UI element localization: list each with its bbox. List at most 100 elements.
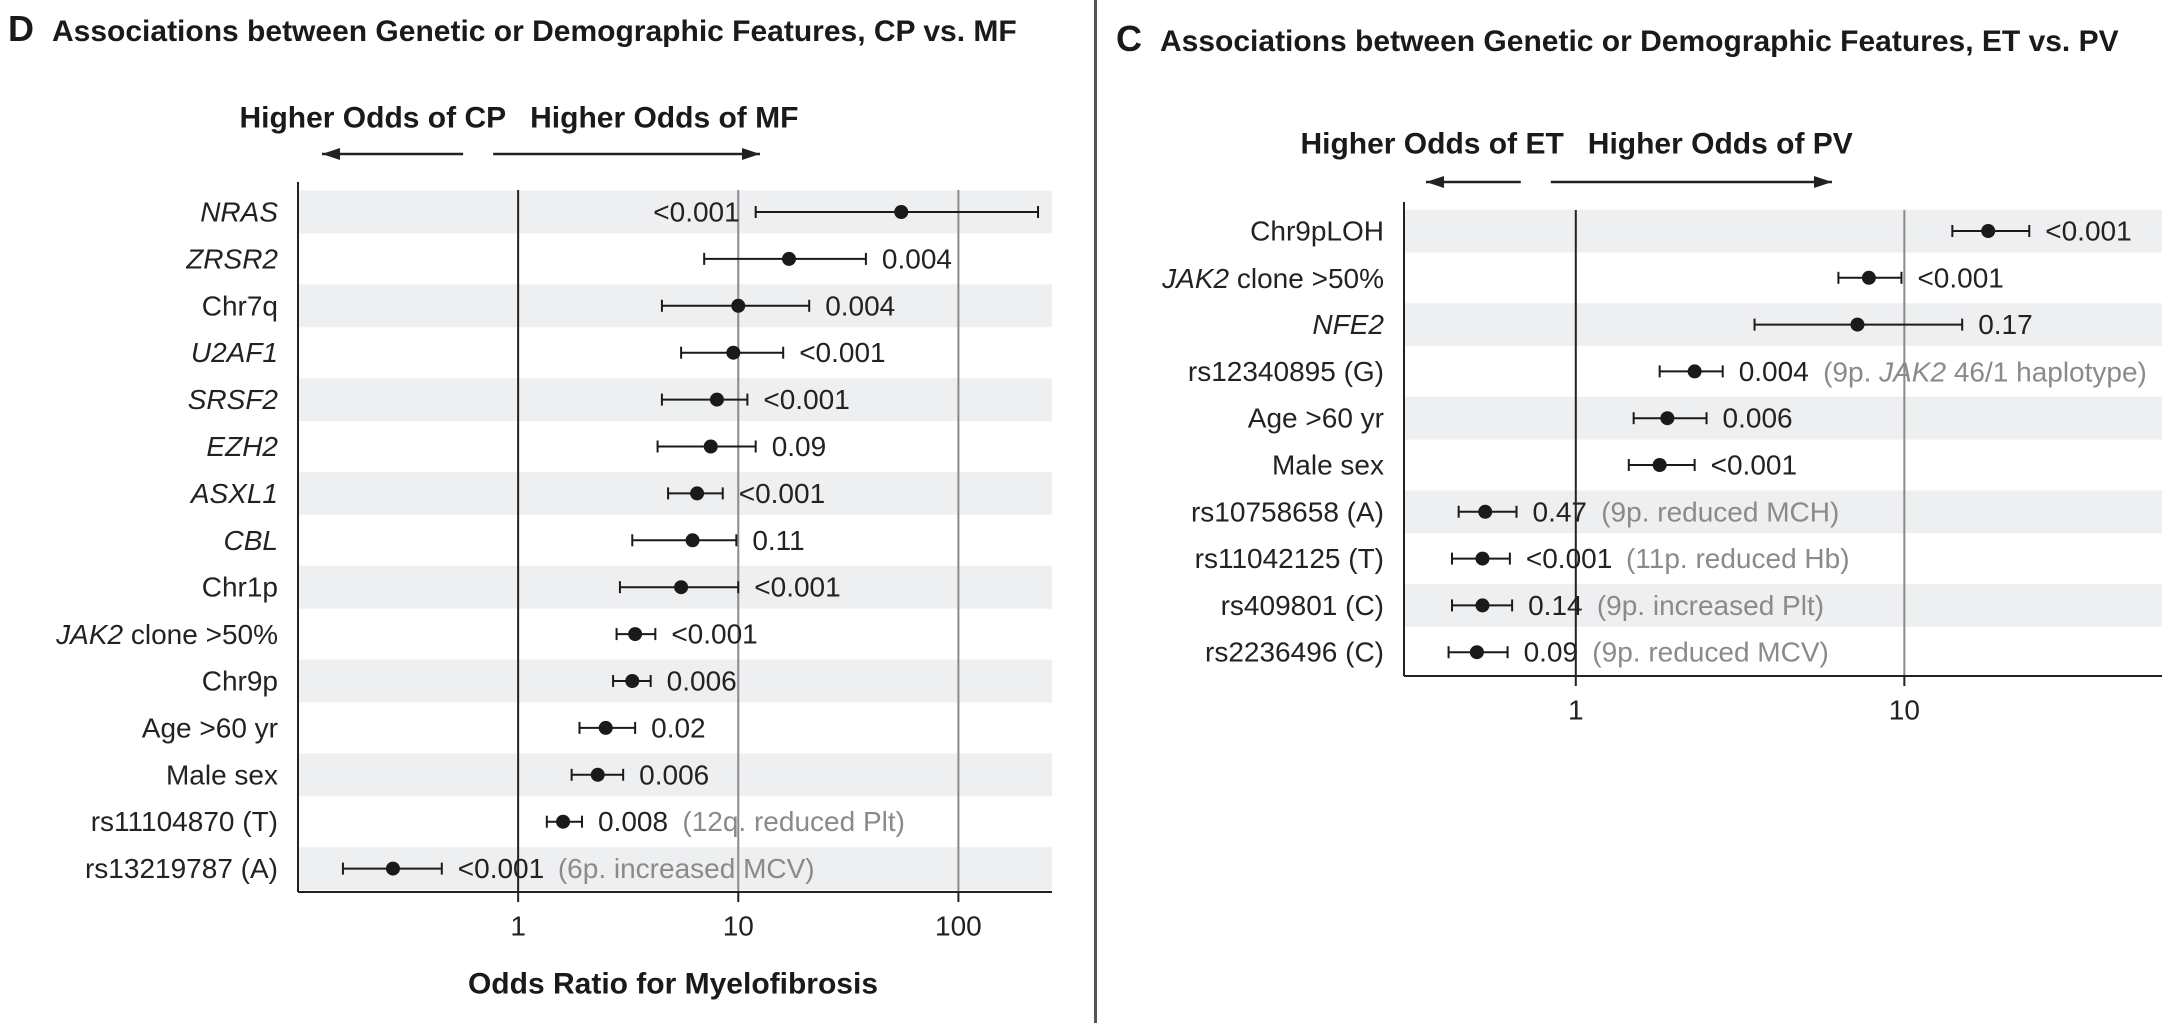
estimate-point xyxy=(556,814,571,829)
row-label: rs11104870 (T) xyxy=(91,806,278,837)
estimate-point xyxy=(1981,224,1996,238)
row-band xyxy=(1404,209,2162,253)
row-label: Chr9p xyxy=(202,666,278,697)
row-label: Chr1p xyxy=(202,572,278,603)
x-axis-title: Odds Ratio for Myelofibrosis xyxy=(468,968,878,1001)
row-note: (11p. reduced Hb) xyxy=(1626,543,1850,574)
estimate-point xyxy=(726,345,741,360)
row-label: SRSF2 xyxy=(188,384,279,415)
panel-d-letter: D xyxy=(8,8,34,49)
p-value: <0.001 xyxy=(653,197,739,228)
estimate-point xyxy=(598,720,613,735)
x-tick-label: 10 xyxy=(1889,695,1920,726)
estimate-point xyxy=(590,767,605,782)
estimate-point xyxy=(674,580,689,595)
row-label: Chr7q xyxy=(202,290,278,321)
row-label: NFE2 xyxy=(1312,309,1384,340)
row-label: rs12340895 (G) xyxy=(1188,356,1384,387)
row-label: ZRSR2 xyxy=(185,243,278,274)
row-note: (9p. JAK2 46/1 haplotype) xyxy=(1823,356,2147,387)
panel-d-title: D Associations between Genetic or Demogra… xyxy=(8,8,1017,50)
row-label: JAK2 clone >50% xyxy=(55,619,278,650)
row-label: Age >60 yr xyxy=(1248,403,1384,434)
row-label: JAK2 clone >50% xyxy=(1161,262,1384,293)
p-value: <0.001 xyxy=(458,853,544,884)
p-value: 0.47 xyxy=(1533,496,1588,527)
p-value: <0.001 xyxy=(1917,262,2003,293)
x-tick-label: 100 xyxy=(935,911,982,942)
row-note: (9p. reduced MCV) xyxy=(1592,637,1829,668)
row-band xyxy=(298,659,1052,703)
estimate-point xyxy=(1652,458,1667,472)
estimate-point xyxy=(625,674,640,688)
estimate-point xyxy=(628,627,643,642)
row-note: (6p. increased MCV) xyxy=(558,853,815,884)
p-value: 0.09 xyxy=(772,431,827,462)
row-label: U2AF1 xyxy=(191,337,278,368)
panel-d-title-text: Associations between Genetic or Demograp… xyxy=(52,15,1017,48)
right-odds-heading: Higher Odds of MF xyxy=(530,102,798,135)
row-note: (12q. reduced Plt) xyxy=(682,806,905,837)
estimate-point xyxy=(709,392,724,407)
row-label: rs409801 (C) xyxy=(1221,590,1384,621)
panel-divider xyxy=(1094,0,1097,1023)
estimate-point xyxy=(1478,504,1493,519)
estimate-point xyxy=(1850,317,1865,332)
row-note: (9p. reduced MCH) xyxy=(1601,496,1839,527)
p-value: <0.001 xyxy=(2045,216,2131,247)
row-label: rs2236496 (C) xyxy=(1205,637,1384,668)
row-label: Age >60 yr xyxy=(142,712,278,743)
row-band xyxy=(298,753,1052,797)
row-band xyxy=(1404,396,2162,440)
estimate-point xyxy=(385,861,400,876)
forest-plot-cp-vs-mf: 1 10 100 NRAS <0.001 ZRSR2 0.004 Chr7q 0.004 U2AF… xyxy=(55,102,1052,1001)
p-value: 0.006 xyxy=(639,759,709,790)
p-value: <0.001 xyxy=(739,478,825,509)
right-arrow-head xyxy=(742,148,760,160)
estimate-point xyxy=(703,439,718,454)
x-tick-label: 10 xyxy=(723,911,754,942)
right-odds-heading: Higher Odds of PV xyxy=(1588,128,1853,161)
row-label: Male sex xyxy=(1272,450,1384,481)
estimate-point xyxy=(1660,411,1675,426)
x-tick-label: 1 xyxy=(510,911,526,942)
estimate-point xyxy=(781,251,796,266)
p-value: <0.001 xyxy=(671,619,757,650)
row-label: NRAS xyxy=(200,197,278,228)
left-arrow-head xyxy=(322,148,340,160)
p-value: 0.006 xyxy=(667,666,737,697)
row-label: rs13219787 (A) xyxy=(85,853,278,884)
row-note: (9p. increased Plt) xyxy=(1597,590,1824,621)
estimate-point xyxy=(685,533,700,548)
estimate-point xyxy=(1475,598,1490,613)
left-odds-heading: Higher Odds of CP xyxy=(239,102,506,135)
row-band xyxy=(1404,584,2162,627)
p-value: 0.004 xyxy=(1739,356,1809,387)
p-value: 0.008 xyxy=(598,806,668,837)
left-arrow-head xyxy=(1426,176,1444,188)
p-value: 0.09 xyxy=(1524,637,1579,668)
p-value: 0.02 xyxy=(651,712,706,743)
p-value: 0.004 xyxy=(882,243,952,274)
row-label: CBL xyxy=(224,525,278,556)
estimate-point xyxy=(690,486,705,501)
p-value: 0.14 xyxy=(1528,590,1583,621)
row-label: rs11042125 (T) xyxy=(1195,543,1384,574)
row-label: Chr9pLOH xyxy=(1250,216,1384,247)
estimate-point xyxy=(894,205,909,219)
p-value: <0.001 xyxy=(799,337,885,368)
row-label: ASXL1 xyxy=(189,478,278,509)
estimate-point xyxy=(1469,645,1484,660)
panel-c-letter: C xyxy=(1116,18,1142,59)
p-value: 0.17 xyxy=(1978,309,2033,340)
row-band xyxy=(1404,490,2162,534)
p-value: <0.001 xyxy=(763,384,849,415)
row-label: Male sex xyxy=(166,759,278,790)
left-odds-heading: Higher Odds of ET xyxy=(1300,128,1563,161)
p-value: 0.006 xyxy=(1723,403,1793,434)
estimate-point xyxy=(1687,364,1702,379)
p-value: 0.11 xyxy=(752,525,804,556)
estimate-point xyxy=(731,298,746,313)
panel-c-title: C Associations between Genetic or Demogra… xyxy=(1116,18,2119,60)
